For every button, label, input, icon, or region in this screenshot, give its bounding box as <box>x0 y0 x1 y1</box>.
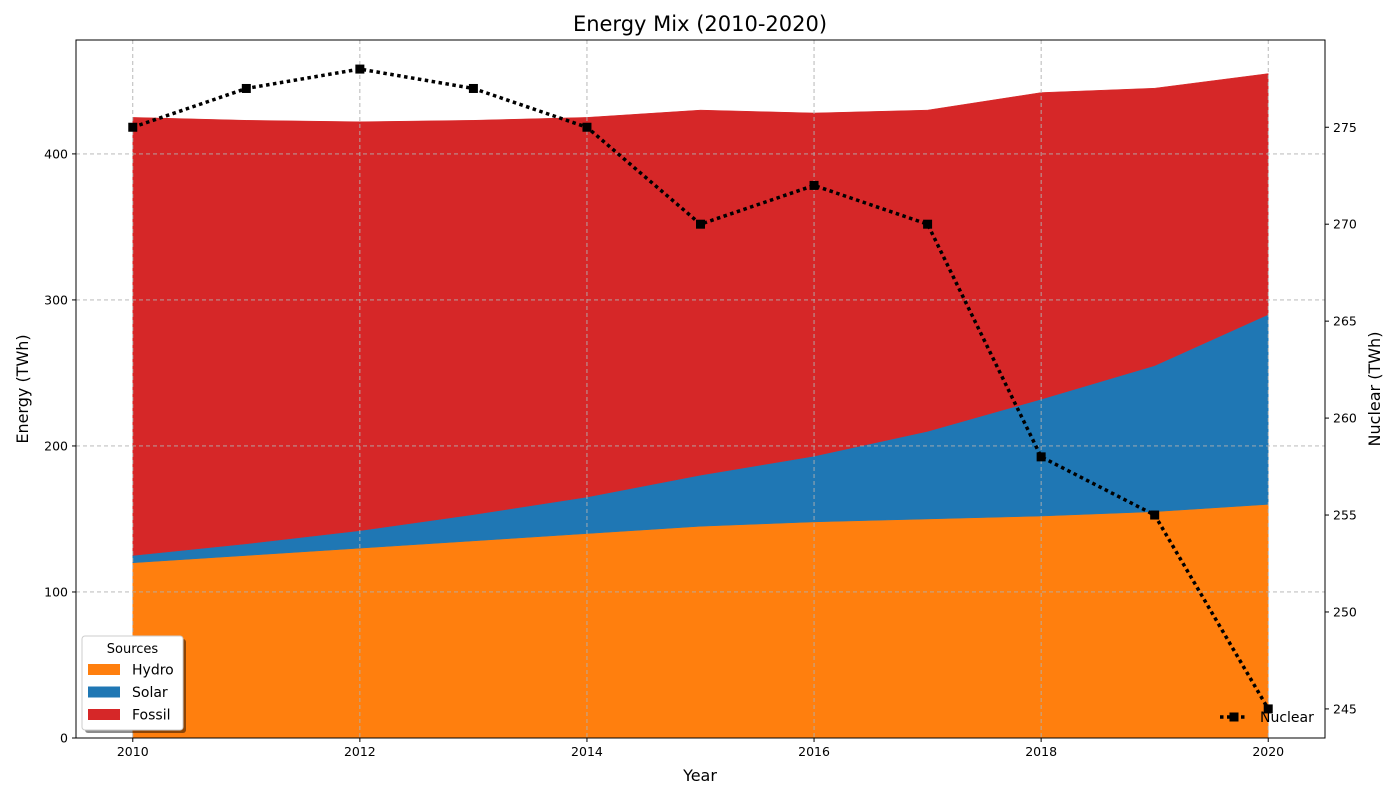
y-tick-label-100: 100 <box>44 584 68 599</box>
nuclear-line-layer <box>128 64 1273 714</box>
nuclear-marker-2015 <box>696 219 705 229</box>
nuclear-marker-2016 <box>809 180 819 190</box>
legend-nuclear-marker <box>1229 712 1239 722</box>
y2-tick-label-265: 265 <box>1333 314 1357 329</box>
area-layers <box>132 73 1269 739</box>
x-tick-label-2012: 2012 <box>344 744 376 759</box>
y2-tick-label-255: 255 <box>1333 508 1357 523</box>
nuclear-marker-2018 <box>1036 452 1046 462</box>
x-axis-label: Year <box>682 766 717 785</box>
y2-tick-label-275: 275 <box>1333 120 1357 135</box>
legend-swatch-solar <box>88 686 120 698</box>
nuclear-line <box>132 67 1270 710</box>
x-tick-label-2010: 2010 <box>117 744 149 759</box>
y-tick-label-200: 200 <box>44 438 68 453</box>
sources-legend: Sources Hydro Solar Fossil <box>81 635 186 733</box>
y-tick-label-400: 400 <box>44 146 68 161</box>
legend-swatch-hydro <box>88 664 120 675</box>
nuclear-marker-2010 <box>128 122 138 132</box>
nuclear-marker-2019 <box>1150 510 1160 520</box>
nuclear-marker-2012 <box>355 64 365 74</box>
x-tick-label-2020: 2020 <box>1252 744 1284 759</box>
y-axis-ticks: 0 100 200 300 400 <box>44 146 76 746</box>
plot-frame <box>75 39 1326 739</box>
chart-title: Energy Mix (2010-2020) <box>573 12 827 36</box>
nuclear-marker-2017 <box>923 219 933 229</box>
x-tick-label-2018: 2018 <box>1025 744 1057 759</box>
y2-tick-label-250: 250 <box>1333 604 1357 619</box>
x-axis-ticks: 2010 2012 2014 2016 2018 2020 <box>117 738 1284 759</box>
nuclear-marker-2011 <box>241 83 251 93</box>
legend-label-hydro: Hydro <box>132 663 174 679</box>
x-tick-label-2014: 2014 <box>571 744 603 759</box>
y2-axis-ticks: 245 250 255 260 265 270 275 <box>1325 120 1357 716</box>
y2-axis-label: Nuclear (TWh) <box>1365 332 1384 447</box>
y2-tick-label-245: 245 <box>1333 701 1357 716</box>
x-tick-label-2016: 2016 <box>798 744 830 759</box>
legend-label-nuclear: Nuclear <box>1260 710 1314 726</box>
y-axis-label: Energy (TWh) <box>13 334 32 443</box>
legend-label-solar: Solar <box>132 685 168 701</box>
legend-label-fossil: Fossil <box>132 708 171 724</box>
y-tick-label-300: 300 <box>44 292 68 307</box>
legend-swatch-fossil <box>88 709 120 720</box>
y2-tick-label-270: 270 <box>1333 217 1357 232</box>
y2-tick-label-260: 260 <box>1333 411 1357 426</box>
nuclear-marker-2013 <box>468 83 478 93</box>
legend-title: Sources <box>107 642 159 657</box>
nuclear-marker-2014 <box>582 122 592 132</box>
legend-box <box>81 635 184 731</box>
nuclear-legend: Nuclear <box>1220 710 1314 726</box>
y-tick-label-0: 0 <box>60 731 68 746</box>
nuclear-marker-2020 <box>1263 704 1273 714</box>
